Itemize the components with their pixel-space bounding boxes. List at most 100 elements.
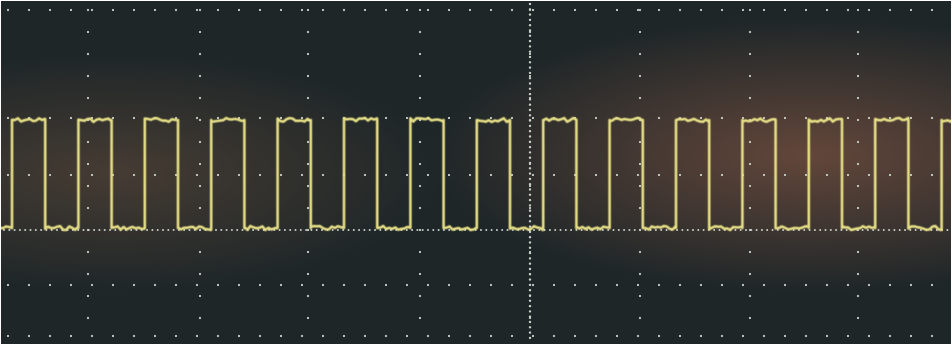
graticule-dot bbox=[198, 206, 202, 210]
graticule-dot bbox=[594, 283, 598, 287]
graticule-dot bbox=[528, 55, 532, 59]
graticule-dot bbox=[528, 304, 532, 308]
graticule-dot bbox=[636, 173, 640, 177]
graticule-dot bbox=[528, 103, 532, 106]
graticule-dot bbox=[741, 116, 745, 120]
graticule-dot bbox=[153, 283, 157, 287]
graticule-dot bbox=[279, 116, 283, 120]
graticule-dot bbox=[27, 8, 31, 12]
graticule-dot bbox=[29, 229, 32, 231]
graticule-dot bbox=[216, 334, 220, 338]
graticule-dot bbox=[510, 334, 514, 338]
graticule-dot bbox=[306, 228, 310, 232]
graticule-dot bbox=[548, 229, 551, 231]
graticule-dot bbox=[442, 229, 445, 231]
graticule-dot bbox=[258, 173, 262, 177]
graticule-dot bbox=[358, 229, 361, 231]
graticule-dot bbox=[384, 283, 388, 287]
graticule-dot bbox=[427, 229, 429, 231]
graticule-dot bbox=[437, 229, 440, 231]
graticule-dot bbox=[489, 116, 493, 120]
graticule-dot bbox=[845, 229, 848, 231]
graticule-dot bbox=[856, 206, 860, 210]
graticule-dot bbox=[489, 8, 493, 12]
graticule-dot bbox=[856, 272, 860, 276]
waveform-trace bbox=[0, 116, 952, 232]
graticule-dot bbox=[755, 229, 758, 231]
graticule-dot bbox=[98, 229, 101, 231]
graticule-dot bbox=[528, 18, 532, 22]
graticule-dot bbox=[426, 173, 430, 177]
graticule-dot bbox=[86, 272, 90, 276]
graticule-dot bbox=[384, 334, 388, 338]
graticule-dot bbox=[418, 250, 422, 254]
graticule-dot bbox=[363, 173, 367, 177]
graticule-dot bbox=[24, 229, 27, 231]
graticule-dot bbox=[825, 173, 829, 177]
graticule-dot bbox=[6, 334, 10, 338]
graticule-dot bbox=[762, 334, 766, 338]
graticule-dot bbox=[528, 320, 532, 324]
graticule-dot bbox=[699, 334, 703, 338]
graticule-dot bbox=[804, 8, 808, 12]
graticule-dot bbox=[615, 334, 619, 338]
graticule-dot bbox=[528, 246, 532, 249]
graticule-dot bbox=[305, 229, 308, 231]
graticule-dot bbox=[748, 316, 752, 320]
graticule-dot bbox=[114, 229, 117, 231]
graticule-dot bbox=[48, 116, 52, 120]
graticule-dot bbox=[856, 162, 860, 166]
graticule-dot bbox=[69, 173, 73, 177]
graticule-dot bbox=[132, 173, 136, 177]
graticule-dot bbox=[783, 283, 787, 287]
graticule-dot bbox=[528, 206, 532, 210]
graticule-dot bbox=[531, 283, 535, 287]
graticule-dot bbox=[69, 8, 73, 12]
graticule-dot bbox=[657, 116, 661, 120]
graticule-dot bbox=[198, 250, 202, 254]
graticule-dot bbox=[748, 8, 752, 12]
graticule-dot bbox=[215, 229, 217, 231]
graticule-dot bbox=[278, 229, 281, 231]
graticule-dot bbox=[306, 8, 310, 12]
graticule-dot bbox=[909, 334, 913, 338]
graticule-dot bbox=[804, 173, 808, 177]
graticule-dot bbox=[615, 8, 619, 12]
graticule-dot bbox=[697, 229, 700, 231]
graticule-dot bbox=[230, 229, 233, 231]
graticule-dot bbox=[310, 229, 313, 231]
graticule-dot bbox=[856, 74, 860, 78]
graticule-dot bbox=[48, 173, 52, 177]
graticule-dot bbox=[77, 229, 80, 231]
graticule-dot bbox=[638, 52, 642, 56]
graticule-dot bbox=[528, 124, 532, 128]
graticule-dot bbox=[342, 229, 345, 231]
graticule-dot bbox=[198, 96, 202, 100]
graticule-dot bbox=[501, 229, 504, 231]
graticule-dot bbox=[300, 173, 304, 177]
graticule-dot bbox=[258, 334, 262, 338]
graticule-dot bbox=[528, 230, 532, 234]
graticule-dot bbox=[702, 229, 705, 231]
graticule-dot bbox=[665, 229, 668, 231]
graticule-dot bbox=[888, 8, 892, 12]
graticule-dot bbox=[762, 173, 766, 177]
graticule-dot bbox=[872, 229, 875, 231]
graticule-dot bbox=[893, 229, 896, 231]
graticule-dot bbox=[510, 173, 514, 177]
graticule-dot bbox=[617, 229, 620, 231]
graticule-dot bbox=[528, 2, 532, 6]
graticule-dot bbox=[132, 334, 136, 338]
graticule-dot bbox=[426, 334, 430, 338]
graticule-dot bbox=[447, 173, 451, 177]
graticule-dot bbox=[511, 229, 514, 231]
graticule-dot bbox=[18, 229, 21, 231]
graticule-dot bbox=[528, 209, 532, 212]
graticule-dot bbox=[819, 229, 822, 231]
graticule-dot bbox=[856, 96, 860, 100]
graticule-dot bbox=[699, 173, 703, 177]
graticule-dot bbox=[306, 52, 310, 56]
graticule-dot bbox=[528, 135, 532, 138]
graticule-dot bbox=[678, 334, 682, 338]
graticule-dot bbox=[195, 116, 199, 120]
